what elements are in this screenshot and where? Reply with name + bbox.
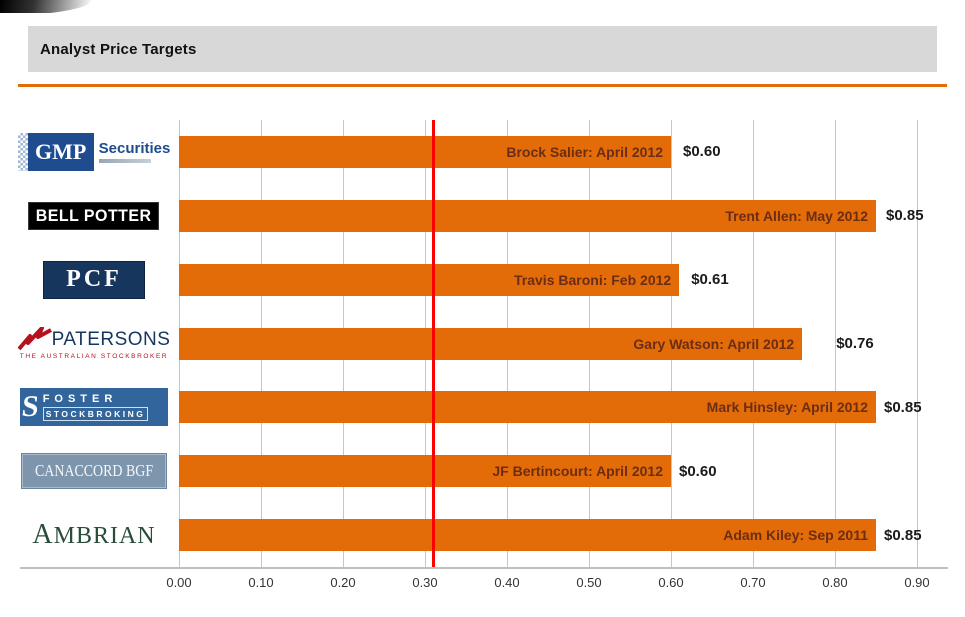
canaccord-box: CANACCORD BGF [21, 453, 167, 490]
page-title: Analyst Price Targets [40, 40, 197, 58]
gmp-logo-box: GMP [27, 133, 94, 171]
patersons-zigzag-icon [17, 327, 52, 351]
patersons-tagline: THE AUSTRALIAN STOCKBROKER [19, 353, 169, 361]
canaccord-text: CANACCORD BGF [34, 461, 154, 481]
foster-initial: S [20, 390, 41, 424]
corner-swoosh-decoration [0, 0, 92, 13]
price-target-bar: Gary Watson: April 2012 [179, 327, 803, 360]
bar-value-label: $0.60 [679, 462, 717, 480]
bar-analyst-label: Brock Salier: April 2012 [506, 143, 663, 160]
bell-potter-text: BELL POTTER [36, 205, 152, 225]
foster-stockbroking-logo: S FOSTER STOCKBROKING [12, 375, 176, 439]
foster-box: S FOSTER STOCKBROKING [20, 388, 168, 427]
x-tick-label: 0.00 [166, 575, 192, 590]
header-accent-rule [18, 84, 947, 87]
x-tick-label: 0.80 [822, 575, 848, 590]
patersons-name: PATERSONS [51, 329, 171, 351]
bar-analyst-label: Mark Hinsley: April 2012 [706, 399, 868, 416]
bar-value-label: $0.85 [886, 207, 924, 225]
bar-value-label: $0.85 [884, 526, 922, 544]
bar-value-label: $0.60 [683, 143, 721, 161]
price-target-bar: Travis Baroni: Feb 2012 [179, 263, 680, 296]
current-price-reference-line [431, 120, 435, 567]
patersons-top: PATERSONS [17, 327, 171, 351]
gmp-securities-logo: GMP Securities [12, 120, 176, 184]
x-tick-label: 0.20 [330, 575, 356, 590]
x-tick-label: 0.60 [658, 575, 684, 590]
x-tick-label: 0.40 [494, 575, 520, 590]
bar-value-label: $0.85 [884, 398, 922, 416]
bar-value-label: $0.61 [691, 271, 729, 289]
bar-analyst-label: Gary Watson: April 2012 [633, 335, 795, 352]
foster-text-column: FOSTER STOCKBROKING [42, 393, 149, 422]
patersons-logo: PATERSONS THE AUSTRALIAN STOCKBROKER [12, 312, 176, 376]
x-axis-line [20, 567, 948, 569]
x-tick-label: 0.90 [904, 575, 930, 590]
ambrian-text: AMBRIAN [32, 519, 156, 551]
header: Analyst Price Targets [28, 26, 937, 72]
x-tick-label: 0.30 [412, 575, 438, 590]
gridline [835, 120, 836, 567]
price-target-bar: Brock Salier: April 2012 [179, 135, 671, 168]
patersons-wrap: PATERSONS THE AUSTRALIAN STOCKBROKER [17, 327, 171, 361]
x-tick-label: 0.70 [740, 575, 766, 590]
bar-analyst-label: Travis Baroni: Feb 2012 [514, 271, 672, 288]
gmp-checker-pattern [17, 133, 28, 171]
price-target-bar: Adam Kiley: Sep 2011 [179, 519, 876, 552]
bar-value-label: $0.76 [836, 335, 874, 352]
bar-analyst-label: JF Bertincourt: April 2012 [492, 463, 663, 480]
price-target-bar: Mark Hinsley: April 2012 [179, 391, 876, 424]
canaccord-bgf-logo: CANACCORD BGF [12, 439, 176, 503]
x-tick-label: 0.10 [248, 575, 274, 590]
ambrian-logo: AMBRIAN [12, 503, 176, 567]
pcf-logo: PCF [12, 248, 176, 312]
price-target-bar: JF Bertincourt: April 2012 [179, 455, 671, 488]
bar-analyst-label: Trent Allen: May 2012 [725, 207, 868, 224]
gmp-logo-wrap: GMP Securities [17, 133, 171, 171]
gmp-logo-right: Securities [98, 140, 171, 163]
x-axis-labels: 0.00 0.10 0.20 0.30 0.40 0.50 0.60 0.70 0.80 0.90 [166, 575, 929, 595]
plot-area: Brock Salier: April 2012 $0.60 Trent Allen… [179, 120, 924, 567]
gmp-securities-text: Securities [98, 140, 171, 157]
foster-line2: STOCKBROKING [42, 407, 149, 422]
foster-line1: FOSTER [42, 393, 118, 406]
pcf-text: PCF [66, 266, 122, 293]
bar-analyst-label: Adam Kiley: Sep 2011 [723, 527, 868, 544]
x-tick-label: 0.50 [576, 575, 602, 590]
bell-potter-box: BELL POTTER [28, 201, 160, 230]
bell-potter-logo: BELL POTTER [12, 184, 176, 248]
price-target-bar: Trent Allen: May 2012 [179, 199, 876, 232]
gmp-tagline-smudge [98, 159, 151, 163]
gmp-logo-text: GMP [34, 139, 87, 164]
pcf-box: PCF [43, 260, 145, 299]
gridline [917, 120, 918, 567]
